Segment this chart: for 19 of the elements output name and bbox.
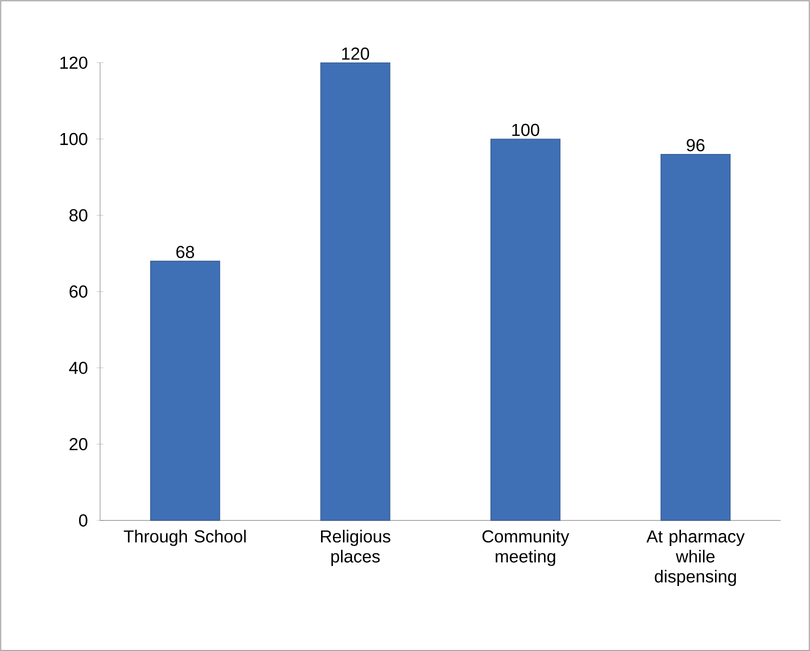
y-tick-label: 0 (79, 514, 88, 526)
data-label: 68 (176, 246, 194, 258)
bar (150, 260, 220, 521)
data-label: 96 (686, 138, 704, 152)
y-tick-label: 60 (70, 285, 88, 298)
x-tick-label: Community meeting (482, 530, 570, 566)
data-label: 120 (342, 47, 370, 60)
y-tick-label: 100 (60, 132, 88, 146)
x-tick-label: Through School (124, 530, 246, 546)
bar (660, 154, 731, 521)
bar (320, 62, 390, 521)
x-tick-label: Religious places (321, 530, 390, 566)
y-tick-label: 120 (60, 56, 88, 69)
y-tick-label: 40 (69, 362, 88, 374)
y-tick-label: 80 (69, 209, 88, 222)
data-label: 100 (512, 124, 540, 136)
bar (490, 138, 560, 521)
y-tick-label: 20 (70, 438, 88, 450)
x-tick-label: At pharmacy while dispensing (646, 530, 745, 586)
